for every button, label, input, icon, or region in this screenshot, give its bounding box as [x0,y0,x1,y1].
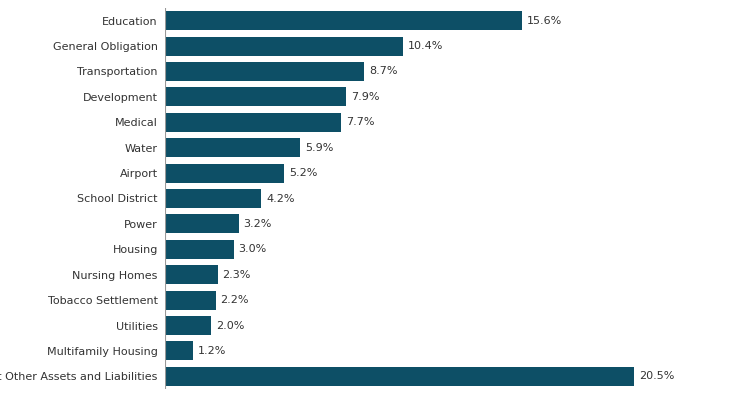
Text: 10.4%: 10.4% [408,41,443,51]
Text: 2.2%: 2.2% [220,295,249,305]
Bar [165,341,193,360]
Bar [165,291,216,310]
Bar [165,265,218,284]
Bar [165,214,238,233]
Bar [165,164,284,183]
Bar [165,189,262,208]
Bar [165,316,211,335]
Text: 15.6%: 15.6% [526,15,562,26]
Text: 7.9%: 7.9% [350,92,379,102]
Text: 20.5%: 20.5% [638,371,674,382]
Text: 5.2%: 5.2% [289,168,317,178]
Text: 5.9%: 5.9% [305,143,333,153]
Text: 3.2%: 3.2% [243,219,271,229]
Bar [165,37,403,56]
Text: 1.2%: 1.2% [198,346,226,356]
Text: 2.3%: 2.3% [223,270,251,280]
Bar [165,240,234,259]
Text: 3.0%: 3.0% [238,244,267,254]
Bar [165,62,364,81]
Bar [165,113,341,132]
Bar [165,11,522,30]
Bar [165,367,634,386]
Bar [165,138,300,157]
Text: 7.7%: 7.7% [346,117,374,127]
Text: 2.0%: 2.0% [216,320,244,331]
Bar [165,87,346,106]
Text: 4.2%: 4.2% [266,193,295,204]
Text: 8.7%: 8.7% [369,66,397,77]
